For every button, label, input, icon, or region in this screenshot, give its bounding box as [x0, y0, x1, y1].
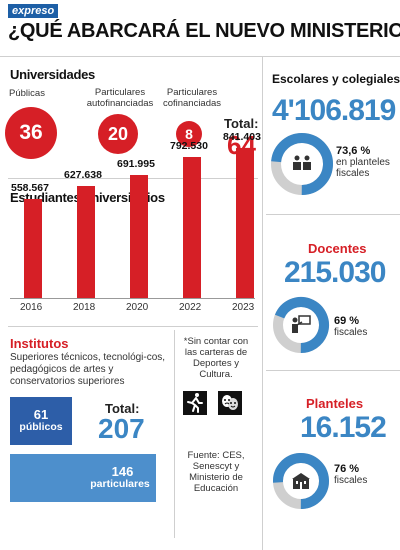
- chart-x-axis: [10, 298, 255, 299]
- chart-bar: [130, 175, 148, 298]
- university-label-cofunded: Particulares cofinanciadas: [162, 87, 222, 109]
- chart-value-label: 558.567: [11, 182, 49, 194]
- teachers-pct-label: fiscales: [334, 327, 368, 338]
- institutes-total-value: 207: [98, 413, 145, 444]
- schools-title: Planteles: [306, 396, 364, 411]
- university-label-self-funded: Particulares autofinanciadas: [86, 87, 154, 109]
- teachers-pct-value: 69 %: [334, 315, 360, 327]
- chart-category-label: 2022: [179, 302, 202, 313]
- teachers-pct: 69 % fiscales: [334, 315, 394, 339]
- note-text: *Sin contar con las carteras de Deportes…: [183, 336, 249, 380]
- chart-bar: [77, 186, 95, 298]
- institutes-total-label: Total:: [105, 401, 140, 416]
- students-icon: [290, 152, 314, 176]
- institutes-private-box: 146 particulares: [10, 454, 156, 502]
- divider: [174, 330, 175, 538]
- institutes-public-value: 61: [33, 407, 49, 422]
- donut-segment: [271, 133, 333, 195]
- teachers-title: Docentes: [308, 241, 367, 256]
- school-students-value: 4'106.819: [272, 94, 396, 127]
- chart-value-label: 691.995: [117, 158, 155, 170]
- divider: [266, 214, 400, 215]
- university-label-public: Públicas: [9, 88, 45, 99]
- school-students-donut: [271, 133, 333, 195]
- universities-total-label: Total:: [224, 116, 259, 131]
- institutes-description: Superiores técnicos, tecnológi-cos, peda…: [10, 352, 166, 387]
- brand-logo: expreso: [8, 4, 59, 18]
- schools-pct-label: fiscales: [334, 475, 368, 486]
- divider: [0, 56, 400, 57]
- school-building-icon: [290, 470, 312, 492]
- teachers-donut: [273, 297, 329, 353]
- universities-title: Universidades: [10, 67, 95, 82]
- page-headline: ¿QUÉ ABARCARÁ EL NUEVO MINISTERIO?: [8, 20, 400, 42]
- institutes-private-label: particulares: [90, 478, 150, 490]
- institutes-public-box: 61 públicos: [10, 397, 72, 445]
- source-text: Fuente: CES, Senescyt y Ministerio de Ed…: [187, 450, 245, 494]
- university-count-self-funded: 20: [98, 114, 138, 154]
- chart-category-label: 2018: [73, 302, 96, 313]
- donut-segment: [272, 453, 329, 509]
- institutes-private-value: 146: [111, 464, 134, 479]
- divider: [8, 326, 258, 327]
- university-count-public: 36: [5, 107, 57, 159]
- university-count-cofunded: 8: [176, 121, 202, 147]
- teacher-icon: [290, 313, 312, 335]
- divider: [266, 370, 400, 371]
- runner-icon: [183, 391, 207, 415]
- chart-value-label: 627.638: [64, 169, 102, 181]
- chart-bar: [24, 199, 42, 298]
- chart-category-label: 2016: [20, 302, 43, 313]
- chart-value-label: 792.530: [170, 140, 208, 152]
- chart-category-label: 2023: [232, 302, 255, 313]
- school-students-pct-value: 73,6 %: [336, 145, 371, 157]
- institutes-title: Institutos: [10, 336, 69, 351]
- schools-pct-value: 76 %: [334, 463, 360, 475]
- chart-value-label: 841.403: [223, 131, 261, 143]
- schools-pct: 76 % fiscales: [334, 463, 394, 487]
- school-students-title: Escolares y colegiales: [272, 72, 400, 86]
- theater-masks-icon: [218, 391, 242, 415]
- school-students-pct-label: en planteles fiscales: [336, 157, 390, 179]
- schools-donut: [272, 453, 329, 509]
- chart-category-label: 2020: [126, 302, 149, 313]
- chart-bar: [183, 157, 201, 298]
- institutes-public-label: públicos: [19, 421, 63, 433]
- schools-value: 16.152: [300, 411, 387, 444]
- divider: [262, 56, 263, 550]
- teachers-value: 215.030: [284, 256, 386, 289]
- chart-bar: [236, 148, 254, 298]
- school-students-pct: 73,6 % en planteles fiscales: [336, 145, 400, 180]
